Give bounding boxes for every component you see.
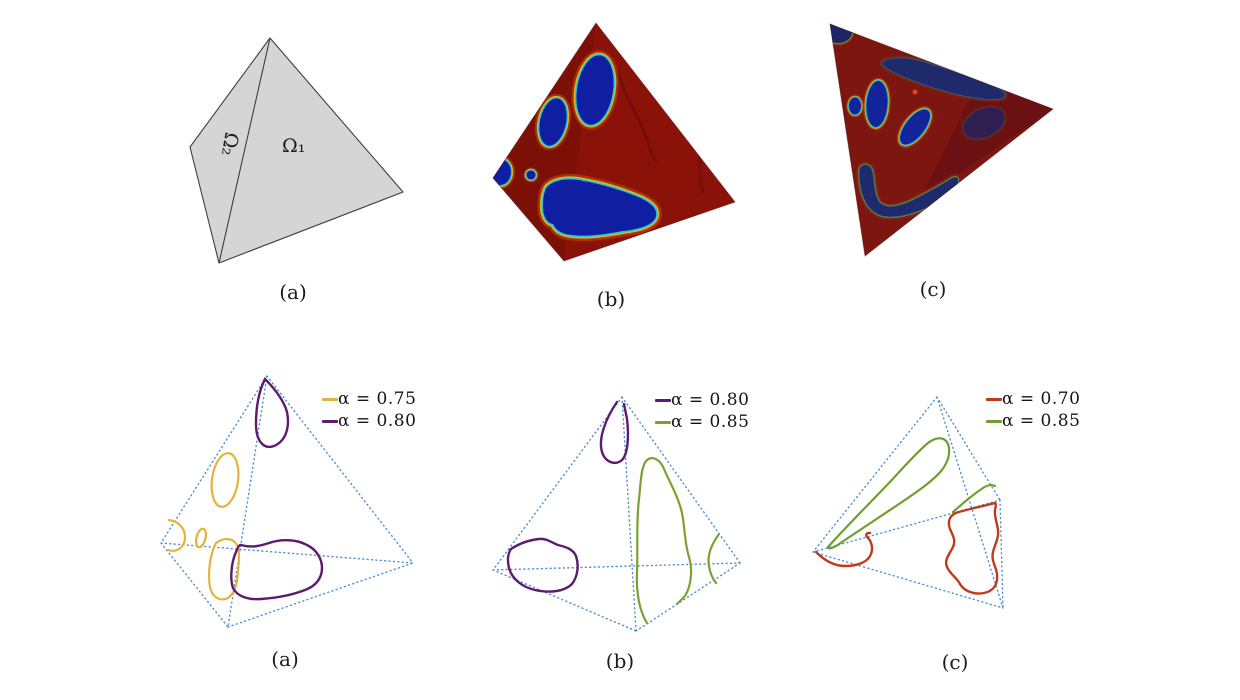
faint-isoline: [615, 71, 658, 163]
bottom-panel-c-wireframe: [812, 396, 1004, 609]
heatmap-base-face: [830, 24, 1053, 256]
legend-line-sample: [655, 398, 671, 402]
legend-line-sample: [322, 419, 338, 423]
caption-bottom-c: (c): [941, 650, 969, 674]
legend-panel-a: α = 0.75 α = 0.80: [322, 389, 416, 431]
top-panel-c-heatmap-tetrahedron: [829, 23, 1054, 257]
legend-item: α = 0.75: [322, 389, 416, 409]
legend-item: α = 0.80: [655, 390, 749, 410]
bottom-panel-b-wireframe: [492, 396, 741, 632]
heat-blob-apex: [830, 24, 852, 43]
heat-hot-dot: [912, 89, 918, 95]
bottom-panel-a-wireframe: [160, 375, 414, 628]
legend-item: α = 0.80: [322, 411, 416, 431]
caption-top-c: (c): [919, 277, 947, 301]
legend-label: α = 0.85: [1002, 411, 1081, 431]
tetrahedron-dotted-edges: [812, 396, 1004, 609]
legend-panel-c: α = 0.70 α = 0.85: [986, 389, 1080, 431]
tetrahedron-dotted-edges: [492, 396, 741, 632]
omega2-label: Ω₂: [216, 130, 243, 158]
legend-label: α = 0.80: [338, 411, 417, 431]
caption-top-b: (b): [596, 287, 626, 311]
contour-alpha-0.75: [166, 452, 241, 601]
heat-blob-small-circle: [849, 98, 861, 115]
heat-blob-dot: [527, 171, 536, 180]
legend-item: α = 0.85: [655, 412, 749, 432]
caption-bottom-b: (b): [605, 649, 635, 673]
heat-blob-vertical-oval: [865, 80, 889, 127]
top-panel-b-heatmap-tetrahedron: [492, 22, 736, 262]
contour-alpha-0.85: [826, 437, 997, 550]
heatmap-silhouette-outline: [829, 23, 1054, 257]
contour-alpha-0.80: [506, 400, 630, 593]
caption-top-a: (a): [279, 280, 307, 304]
legend-label: α = 0.85: [671, 412, 750, 432]
tetrahedron-crease-edge: [218, 37, 271, 264]
legend-line-sample: [986, 419, 1002, 423]
contour-alpha-0.85: [635, 457, 721, 625]
omega1-label: Ω₁: [282, 135, 306, 157]
legend-line-sample: [655, 420, 671, 424]
caption-bottom-a: (a): [271, 647, 299, 671]
heat-blob-leftedge: [493, 159, 511, 185]
heatmap-silhouette-outline: [492, 22, 736, 262]
contour-alpha-0.70: [814, 501, 1000, 595]
top-panel-a-tetrahedron: [189, 37, 404, 264]
legend-label: α = 0.75: [338, 389, 417, 409]
legend-line-sample: [322, 397, 338, 401]
tetrahedron-dotted-edges: [160, 375, 414, 628]
legend-line-sample: [986, 397, 1002, 401]
contour-alpha-0.80: [230, 376, 324, 601]
legend-panel-b: α = 0.80 α = 0.85: [655, 390, 749, 432]
legend-item: α = 0.85: [986, 411, 1080, 431]
legend-label: α = 0.70: [1002, 389, 1081, 409]
legend-item: α = 0.70: [986, 389, 1080, 409]
legend-label: α = 0.80: [671, 390, 750, 410]
